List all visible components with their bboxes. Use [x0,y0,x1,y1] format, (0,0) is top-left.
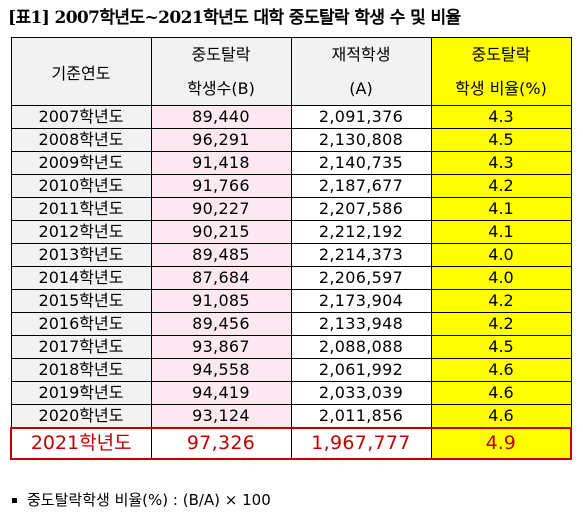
cell-ratio: 4.6 [430,358,572,382]
cell-enrolled: 2,033,039 [290,381,432,405]
cell-enrolled: 1,967,777 [290,427,432,460]
table-row: 2011학년도 90,227 2,207,586 4.1 [10,197,572,221]
cell-enrolled: 2,130,808 [290,128,432,152]
cell-enrolled: 2,173,904 [290,289,432,313]
cell-year: 2008학년도 [10,128,152,152]
cell-ratio: 4.0 [430,266,572,290]
footnote-text: 중도탈락학생 비율(%) : (B/A) × 100 [27,491,271,509]
cell-dropout: 90,215 [150,220,292,244]
cell-enrolled: 2,088,088 [290,335,432,359]
header-ratio: 중도탈락 학생 비율(%) [430,37,572,106]
table-row: 2012학년도 90,215 2,212,192 4.1 [10,220,572,244]
cell-year: 2015학년도 [10,289,152,313]
cell-year: 2011학년도 [10,197,152,221]
cell-year: 2016학년도 [10,312,152,336]
table-row: 2020학년도 93,124 2,011,856 4.6 [10,404,572,429]
cell-ratio: 4.6 [430,381,572,405]
cell-year: 2019학년도 [10,381,152,405]
header-enrolled-line2: (A) [349,78,373,98]
cell-enrolled: 2,187,677 [290,174,432,198]
cell-enrolled: 2,011,856 [290,404,432,429]
table-row: 2009학년도 91,418 2,140,735 4.3 [10,151,572,175]
dropout-table: 기준연도 중도탈락 학생수(B) 재적학생 (A) 중도탈락 학생 비율(%) … [10,37,572,460]
cell-year: 2009학년도 [10,151,152,175]
cell-dropout: 97,326 [150,427,292,460]
cell-ratio: 4.1 [430,220,572,244]
table-row-2021: 2021학년도 97,326 1,967,777 4.9 [10,427,572,460]
table-row: 2017학년도 93,867 2,088,088 4.5 [10,335,572,359]
header-ratio-line2: 학생 비율(%) [455,78,547,98]
cell-enrolled: 2,061,992 [290,358,432,382]
cell-dropout: 94,558 [150,358,292,382]
footnote: 중도탈락학생 비율(%) : (B/A) × 100 [12,490,271,510]
cell-enrolled: 2,133,948 [290,312,432,336]
cell-enrolled: 2,214,373 [290,243,432,267]
header-enrolled-line1: 재적학생 [331,44,391,64]
cell-year: 2010학년도 [10,174,152,198]
table-row: 2007학년도 89,440 2,091,376 4.3 [10,105,572,129]
cell-dropout: 91,085 [150,289,292,313]
cell-enrolled: 2,140,735 [290,151,432,175]
cell-ratio: 4.0 [430,243,572,267]
cell-year: 2020학년도 [10,404,152,429]
header-enrolled: 재적학생 (A) [290,37,432,106]
cell-enrolled: 2,091,376 [290,105,432,129]
cell-enrolled: 2,207,586 [290,197,432,221]
header-year-label: 기준연도 [51,63,111,83]
cell-year: 2013학년도 [10,243,152,267]
cell-year: 2017학년도 [10,335,152,359]
cell-dropout: 94,419 [150,381,292,405]
cell-dropout: 93,867 [150,335,292,359]
cell-ratio: 4.1 [430,197,572,221]
cell-dropout: 87,684 [150,266,292,290]
table-row: 2014학년도 87,684 2,206,597 4.0 [10,266,572,290]
cell-enrolled: 2,206,597 [290,266,432,290]
cell-dropout: 96,291 [150,128,292,152]
header-dropout: 중도탈락 학생수(B) [150,37,292,106]
cell-year: 2021학년도 [10,427,152,460]
bullet-icon [12,498,17,503]
cell-dropout: 89,440 [150,105,292,129]
cell-ratio: 4.3 [430,105,572,129]
cell-dropout: 89,456 [150,312,292,336]
cell-year: 2018학년도 [10,358,152,382]
cell-dropout: 89,485 [150,243,292,267]
header-dropout-line2: 학생수(B) [187,78,255,98]
header-year: 기준연도 [10,37,152,106]
table-row: 2008학년도 96,291 2,130,808 4.5 [10,128,572,152]
table-title: [표1] 2007학년도~2021학년도 대학 중도탈락 학생 수 및 비율 [8,8,461,28]
header-dropout-line1: 중도탈락 [191,44,251,64]
table-row: 2015학년도 91,085 2,173,904 4.2 [10,289,572,313]
cell-ratio: 4.9 [430,427,572,460]
table-body: 2007학년도 89,440 2,091,376 4.3 2008학년도 96,291 2,… [10,105,572,429]
table-row: 2019학년도 94,419 2,033,039 4.6 [10,381,572,405]
cell-ratio: 4.2 [430,289,572,313]
cell-ratio: 4.5 [430,335,572,359]
cell-ratio: 4.6 [430,404,572,429]
cell-dropout: 91,766 [150,174,292,198]
cell-dropout: 90,227 [150,197,292,221]
table-row: 2018학년도 94,558 2,061,992 4.6 [10,358,572,382]
cell-ratio: 4.2 [430,174,572,198]
cell-ratio: 4.5 [430,128,572,152]
table-row: 2010학년도 91,766 2,187,677 4.2 [10,174,572,198]
cell-ratio: 4.2 [430,312,572,336]
cell-year: 2014학년도 [10,266,152,290]
header-ratio-line1: 중도탈락 [471,44,531,64]
cell-dropout: 93,124 [150,404,292,429]
cell-dropout: 91,418 [150,151,292,175]
header-row: 기준연도 중도탈락 학생수(B) 재적학생 (A) 중도탈락 학생 비율(%) [10,37,572,106]
cell-year: 2012학년도 [10,220,152,244]
cell-year: 2007학년도 [10,105,152,129]
cell-ratio: 4.3 [430,151,572,175]
cell-enrolled: 2,212,192 [290,220,432,244]
table-row: 2013학년도 89,485 2,214,373 4.0 [10,243,572,267]
table-row: 2016학년도 89,456 2,133,948 4.2 [10,312,572,336]
